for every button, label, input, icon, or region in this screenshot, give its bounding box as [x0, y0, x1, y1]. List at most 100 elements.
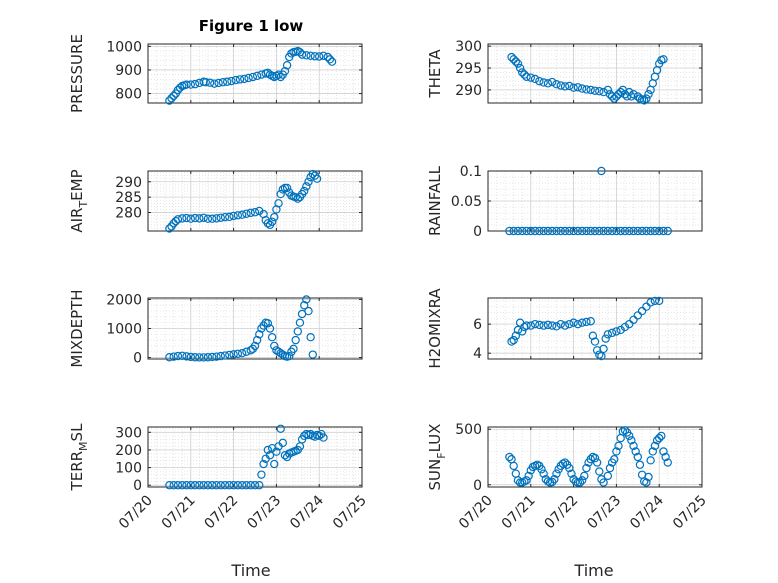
- data-point: [319, 433, 328, 442]
- axes-box: [487, 43, 703, 104]
- data-point: [625, 431, 634, 441]
- data-point: [567, 469, 576, 478]
- data-point: [616, 325, 625, 335]
- data-point: [582, 85, 591, 94]
- data-point: [233, 211, 243, 220]
- data-point: [276, 424, 285, 433]
- data-point: [612, 327, 621, 336]
- data-point: [212, 481, 221, 490]
- data-point: [216, 481, 225, 490]
- data-point: [620, 322, 630, 332]
- data-point: [518, 226, 527, 236]
- data-point: [280, 66, 290, 76]
- data-point: [259, 459, 268, 469]
- data-point: [216, 213, 225, 222]
- data-point: [327, 57, 337, 66]
- data-point: [573, 83, 583, 92]
- data-point: [515, 63, 525, 73]
- data-point: [306, 429, 315, 439]
- data-point: [263, 219, 273, 228]
- panel-pressure: 800 900 1000 PRESSURE: [68, 34, 363, 113]
- data-point: [661, 452, 670, 462]
- data-point: [300, 186, 309, 196]
- data-point: [650, 441, 660, 451]
- data-point: [633, 452, 643, 462]
- data-point: [599, 478, 608, 487]
- data-point: [646, 226, 655, 236]
- data-point: [212, 352, 221, 361]
- data-point: [556, 226, 565, 236]
- data-point: [655, 296, 664, 306]
- data-point: [603, 330, 613, 339]
- data-point: [625, 87, 634, 97]
- data-point: [603, 471, 613, 481]
- data-point: [629, 90, 638, 99]
- data-point: [625, 319, 634, 329]
- data-point: [642, 94, 651, 103]
- data-point: [659, 55, 668, 64]
- data-point: [325, 55, 335, 64]
- data-point: [513, 226, 523, 236]
- data-point: [552, 80, 561, 89]
- axes-box: [487, 297, 703, 360]
- data-point: [272, 447, 281, 456]
- data-point: [306, 51, 315, 61]
- data-point: [599, 344, 608, 354]
- data-point: [199, 353, 208, 362]
- data-point: [201, 78, 210, 87]
- data-point: [207, 214, 217, 223]
- data-point: [655, 433, 664, 443]
- y-tick-label: 900: [115, 63, 142, 79]
- data-point: [522, 476, 531, 485]
- data-point: [573, 226, 583, 236]
- data-point: [220, 212, 230, 222]
- data-point: [565, 319, 574, 329]
- data-point: [257, 470, 266, 479]
- data-point: [295, 318, 305, 327]
- y-axis-label: H2OMIXRA: [426, 288, 444, 369]
- data-point: [599, 226, 608, 236]
- data-point: [537, 465, 546, 474]
- y-axis-label: SUNFLUX: [426, 424, 448, 491]
- data-point: [222, 77, 232, 86]
- data-point: [560, 321, 570, 330]
- y-tick-label: 1000: [106, 39, 142, 55]
- data-point: [646, 456, 655, 465]
- data-point: [291, 335, 300, 345]
- data-point: [565, 463, 574, 473]
- data-point: [560, 82, 570, 91]
- data-point: [308, 350, 317, 359]
- data-point: [182, 352, 191, 361]
- data-point: [539, 78, 548, 87]
- y-tick-label: 290: [115, 175, 142, 191]
- data-point: [635, 460, 645, 469]
- data-point: [505, 226, 514, 236]
- y-axis-label: AIRTEMP: [68, 169, 90, 232]
- data-point: [218, 78, 228, 87]
- data-point: [548, 77, 557, 87]
- data-point: [543, 320, 553, 330]
- data-point: [620, 426, 630, 435]
- data-point: [220, 481, 230, 490]
- data-point: [569, 226, 578, 236]
- axes-box: [487, 426, 703, 488]
- data-point: [601, 334, 610, 343]
- data-point: [560, 226, 570, 236]
- data-point: [513, 59, 523, 68]
- data-point: [522, 321, 531, 330]
- data-point: [507, 337, 516, 346]
- y-tick-label: 280: [115, 206, 142, 222]
- data-point: [642, 478, 651, 487]
- data-point: [250, 208, 260, 217]
- y-tick-label: 0: [473, 224, 482, 240]
- data-point: [577, 226, 587, 236]
- data-point: [186, 214, 195, 223]
- data-point: [607, 328, 617, 338]
- data-point: [552, 226, 561, 236]
- data-point: [526, 73, 536, 82]
- data-point: [319, 51, 328, 61]
- data-point: [552, 469, 561, 478]
- data-point: [300, 301, 309, 310]
- data-point: [627, 92, 636, 101]
- data-point: [293, 327, 302, 336]
